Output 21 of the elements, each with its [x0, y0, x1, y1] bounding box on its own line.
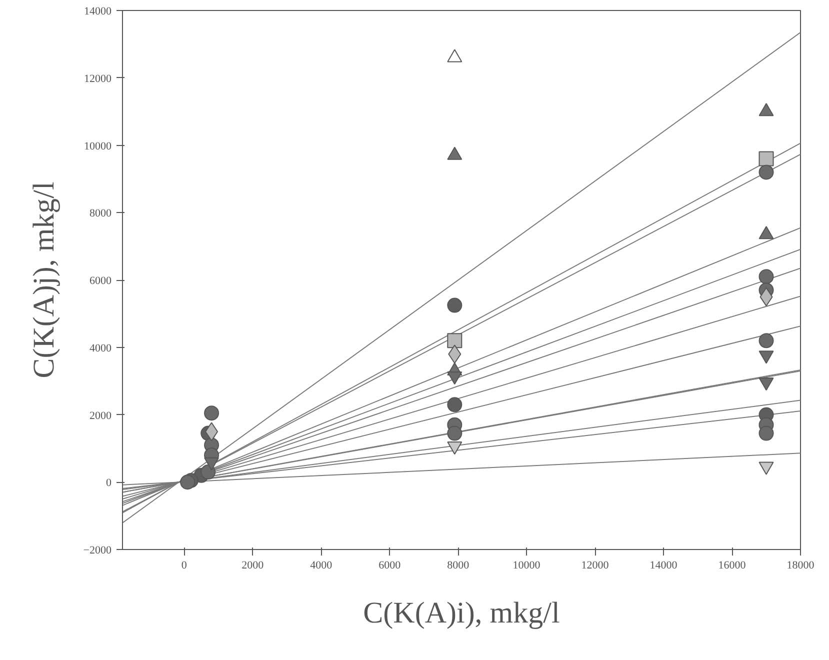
x-tick-label: 10000	[512, 560, 541, 572]
y-tick-label: 2000	[90, 410, 112, 422]
y-tick-label: 14000	[84, 6, 112, 18]
x-tick-label: 0	[181, 560, 188, 572]
x-tick-label: 12000	[581, 560, 610, 572]
x-tick-label: 16000	[718, 560, 746, 572]
x-tick-label: 6000	[378, 560, 402, 572]
y-tick-label: 4000	[90, 342, 112, 354]
x-tick-label: 8000	[447, 560, 470, 572]
x-tick-label: 14000	[650, 560, 678, 572]
y-tick-label: 10000	[84, 140, 112, 152]
x-tick-label: 18000	[786, 560, 815, 572]
x-tick-label: 4000	[310, 560, 333, 572]
x-axis-title: C(K(A)i), mkg/l	[363, 596, 560, 630]
y-tick-label: 8000	[90, 208, 112, 220]
x-tick-label: 2000	[242, 560, 264, 572]
y-axis-title: C(K(A)j), mkg/l	[27, 182, 60, 378]
y-tick-label: −2000	[83, 544, 112, 556]
y-tick-label: 6000	[90, 275, 112, 287]
y-tick-label: 12000	[84, 72, 112, 85]
y-tick-label: 0	[106, 477, 112, 490]
